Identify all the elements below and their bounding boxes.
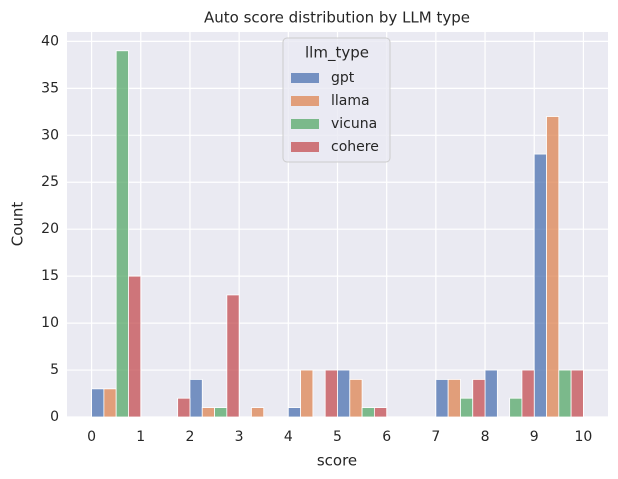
y-tick-label: 0	[50, 409, 59, 425]
x-tick-label: 6	[382, 429, 391, 445]
bar	[435, 379, 449, 418]
bar	[115, 50, 129, 418]
x-tick-label: 8	[481, 429, 490, 445]
y-tick-label: 5	[50, 362, 59, 378]
y-axis-label: Count	[9, 202, 27, 247]
legend: llm_type gpt llama vicuna cohere	[282, 37, 391, 163]
x-axis-label: score	[317, 452, 357, 470]
x-tick-label: 0	[87, 429, 96, 445]
bar	[361, 407, 375, 418]
bar	[460, 397, 474, 418]
y-tick-label: 10	[41, 315, 59, 331]
x-tick-label: 2	[185, 429, 194, 445]
legend-swatch	[291, 119, 319, 129]
x-tick-label: 1	[136, 429, 145, 445]
y-tick-label: 15	[41, 268, 59, 284]
y-tick-label: 20	[41, 221, 59, 237]
legend-label: vicuna	[331, 116, 377, 132]
bar	[201, 407, 215, 418]
y-tick-label: 30	[41, 127, 59, 143]
x-tick-label: 7	[431, 429, 440, 445]
legend-swatch	[291, 73, 319, 83]
x-tick-label: 9	[530, 429, 539, 445]
bar	[546, 116, 560, 418]
bar	[373, 407, 388, 418]
bar	[324, 369, 338, 418]
x-tick-label: 5	[333, 429, 342, 445]
bar	[447, 379, 461, 418]
x-tick-label: 4	[284, 429, 293, 445]
bar	[189, 379, 203, 418]
bar	[570, 369, 584, 418]
bar	[128, 275, 142, 418]
bar	[337, 369, 351, 418]
bar	[533, 153, 547, 418]
x-tick-label: 3	[235, 429, 244, 445]
bar	[177, 397, 191, 418]
x-tick-label: 10	[574, 429, 592, 445]
bar	[472, 379, 486, 418]
legend-swatch	[291, 142, 319, 152]
bar	[300, 369, 314, 418]
bar	[103, 388, 117, 418]
y-tick-label: 25	[41, 174, 59, 190]
bar	[226, 294, 240, 418]
y-tick-label: 40	[41, 33, 59, 49]
legend-label: gpt	[331, 70, 355, 86]
y-tick-label: 35	[41, 80, 59, 96]
bar	[509, 397, 523, 418]
bar	[287, 407, 302, 418]
legend-swatch	[291, 96, 319, 106]
bar	[251, 407, 265, 418]
legend-box	[282, 37, 391, 163]
chart-title: Auto score distribution by LLM type	[204, 9, 470, 27]
bar	[349, 379, 363, 418]
bar	[558, 369, 572, 418]
legend-label: cohere	[331, 139, 379, 155]
bar	[91, 388, 105, 418]
bar	[214, 407, 228, 418]
legend-label: llama	[331, 93, 370, 109]
legend-title: llm_type	[305, 44, 369, 63]
bars	[91, 50, 584, 418]
bar	[484, 369, 498, 418]
bar	[521, 369, 535, 418]
